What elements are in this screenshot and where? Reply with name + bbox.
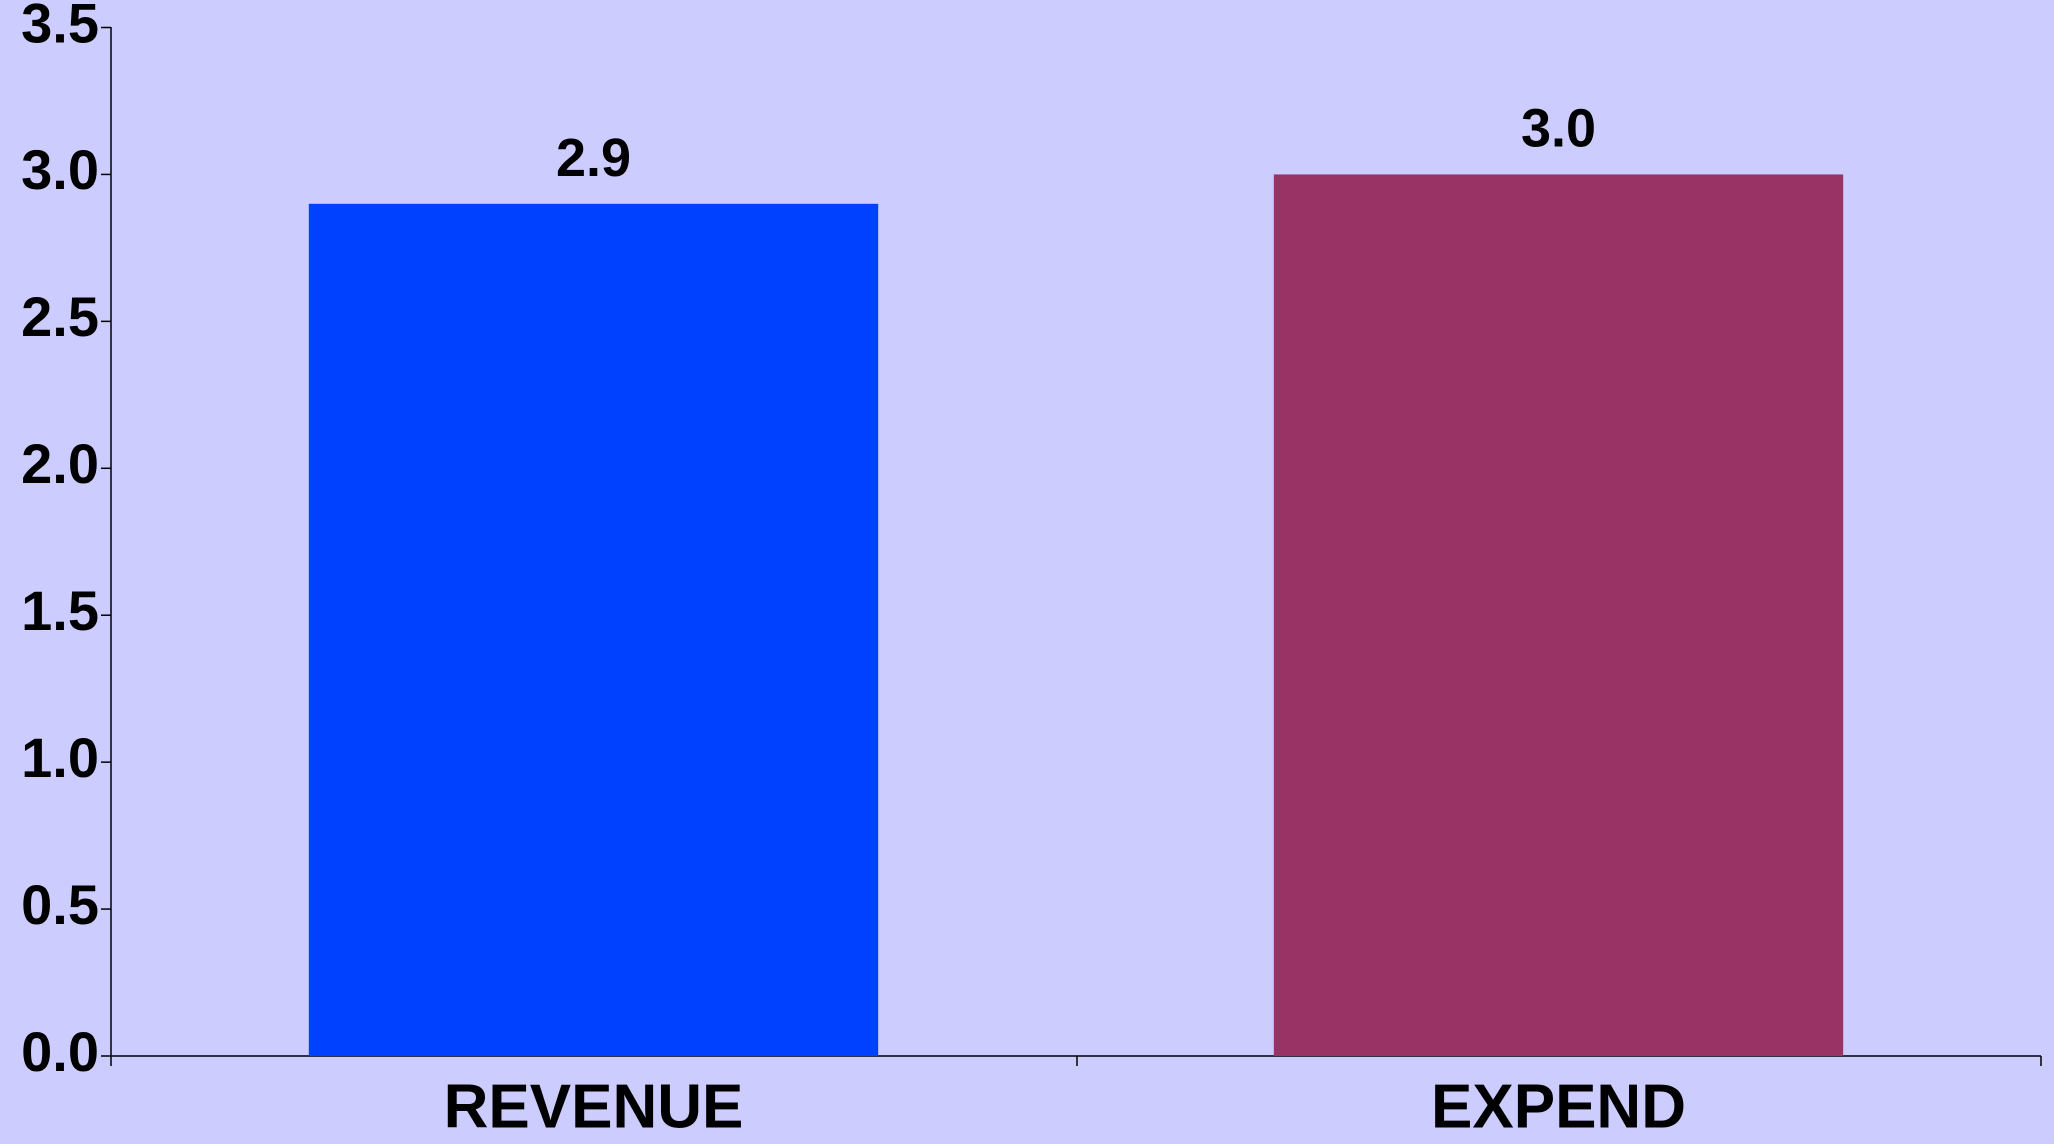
y-tick-label: 1.5	[21, 579, 99, 642]
y-tick-label: 3.5	[21, 0, 99, 54]
y-tick-label: 2.5	[21, 285, 99, 348]
y-tick-label: 3.0	[21, 138, 99, 201]
y-tick-label: 0.0	[21, 1020, 99, 1083]
y-tick-label: 1.0	[21, 726, 99, 789]
x-tick-label: REVENUE	[444, 1072, 744, 1141]
bar	[1273, 174, 1844, 1056]
data-label: 3.0	[1521, 99, 1596, 159]
y-tick-label: 2.0	[21, 432, 99, 495]
bar	[308, 203, 879, 1057]
y-tick-label: 0.5	[21, 873, 99, 936]
x-tick-label: EXPEND	[1431, 1072, 1686, 1141]
data-label: 2.9	[556, 128, 631, 188]
